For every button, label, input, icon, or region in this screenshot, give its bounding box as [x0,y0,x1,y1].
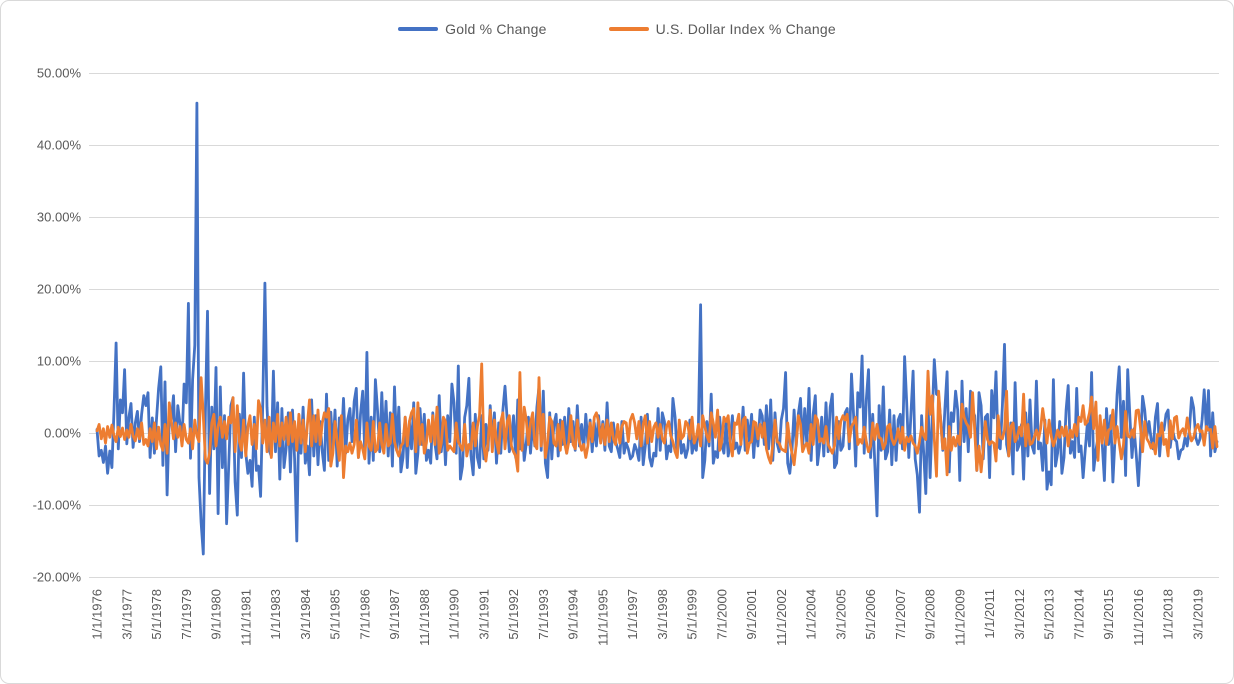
x-tick-label: 5/1/1992 [506,589,521,640]
legend-item-usd-index: U.S. Dollar Index % Change [608,21,836,37]
x-tick-label: 7/1/2014 [1071,589,1086,640]
x-tick-label: 7/1/2000 [714,589,729,640]
x-tick-label: 5/1/1978 [149,589,164,640]
gold-series-swatch-icon [398,26,439,32]
x-tick-label: 3/1/1984 [298,589,313,640]
x-tick-label: 3/1/1998 [655,589,670,640]
x-tick-label: 11/1/1981 [238,589,253,646]
usd-index-series-swatch-icon [608,26,649,32]
x-tick-label: 1/1/1976 [90,589,105,640]
x-tick-label: 3/1/1991 [476,589,491,640]
x-tick-label: 1/1/1983 [268,589,283,640]
chart-legend: Gold % Change U.S. Dollar Index % Change [1,21,1233,37]
x-tick-label: 11/1/2009 [952,589,967,646]
x-tick-label: 5/1/2006 [863,589,878,640]
x-tick-label: 9/1/1987 [387,589,402,640]
y-axis-tick-labels: 50.00% 40.00% 30.00% 20.00% 10.00% 0.00% -10.0… [33,66,82,585]
x-tick-label: 7/1/1979 [179,589,194,640]
usd-index-series-line [95,362,1219,480]
x-tick-label: 1/1/2018 [1161,589,1176,640]
x-tick-label: 1/1/1990 [447,589,462,640]
gold-series-line [95,101,1219,556]
x-tick-label: 9/1/2015 [1101,589,1116,640]
x-tick-label: 11/1/2002 [774,589,789,646]
y-tick-label: -20.00% [33,570,82,585]
y-tick-label: -10.00% [33,498,82,513]
x-tick-label: 11/1/1988 [417,589,432,646]
x-tick-label: 5/1/2013 [1042,589,1057,640]
x-tick-label: 3/1/2005 [833,589,848,640]
x-tick-label: 3/1/2019 [1190,589,1205,640]
x-tick-label: 7/1/1993 [536,589,551,640]
x-tick-label: 11/1/2016 [1131,589,1146,646]
y-tick-label: 0.00% [44,426,81,441]
x-tick-label: 5/1/1999 [685,589,700,640]
y-tick-label: 30.00% [37,210,82,225]
x-tick-label: 9/1/2008 [923,589,938,640]
x-tick-label: 11/1/1995 [595,589,610,646]
x-axis-tick-labels: 1/1/1976 3/1/1977 5/1/1978 7/1/1979 9/1/1980… [90,589,1206,646]
x-tick-label: 1/1/2004 [804,589,819,640]
x-tick-label: 7/1/1986 [357,589,372,640]
x-tick-label: 5/1/1985 [328,589,343,640]
x-tick-label: 9/1/1994 [566,589,581,640]
gridlines [89,73,1219,578]
x-tick-label: 3/1/2012 [1012,589,1027,640]
y-tick-label: 10.00% [37,354,82,369]
usd-index-series-label: U.S. Dollar Index % Change [655,21,836,37]
x-tick-label: 7/1/2007 [893,589,908,640]
x-tick-label: 9/1/1980 [209,589,224,640]
y-tick-label: 20.00% [37,282,82,297]
x-tick-label: 9/1/2001 [744,589,759,640]
x-tick-label: 1/1/2011 [982,589,997,639]
legend-item-gold: Gold % Change [398,21,546,37]
x-tick-label: 1/1/1997 [625,589,640,640]
y-tick-label: 40.00% [37,138,82,153]
gold-series-label: Gold % Change [445,21,547,37]
x-tick-label: 3/1/1977 [119,589,134,640]
y-tick-label: 50.00% [37,66,82,81]
